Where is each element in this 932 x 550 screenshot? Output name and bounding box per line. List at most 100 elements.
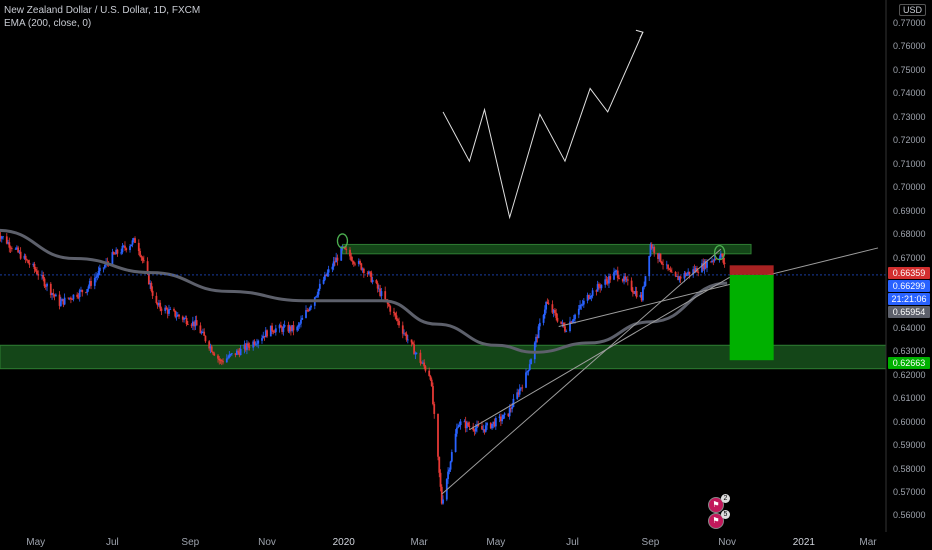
candle-body [9, 247, 12, 249]
price-axis-label: 0.61000 [893, 393, 926, 404]
candle-body [694, 268, 697, 272]
candle-body [448, 469, 451, 472]
candle-body [287, 325, 290, 332]
candle-body [125, 248, 128, 251]
candle-body [278, 325, 281, 329]
candle-body [537, 326, 540, 339]
candle-body [388, 304, 390, 307]
candle-body [46, 283, 48, 287]
candle-body [693, 269, 696, 272]
price-axis-label: 0.60000 [893, 416, 926, 427]
candle-body [33, 263, 36, 270]
short-position-target-zone[interactable] [729, 274, 774, 361]
candle-body [18, 251, 21, 253]
price-axis-label: 0.70000 [893, 182, 926, 193]
chart-legend[interactable]: New Zealand Dollar / U.S. Dollar, 1D, FX… [4, 4, 200, 30]
candle-body [81, 289, 84, 293]
price-axis-label: 0.72000 [893, 135, 926, 146]
candle-body [351, 260, 354, 262]
event-flag-icon[interactable]: ⚑ [708, 497, 724, 513]
candle-body [80, 289, 82, 291]
projection-path[interactable] [442, 32, 644, 220]
candle-body [429, 375, 432, 380]
candle-body [474, 428, 477, 432]
candle-body [243, 344, 246, 349]
resistance-zone[interactable] [341, 243, 752, 255]
candle-body [420, 362, 423, 364]
candle-body [341, 246, 344, 248]
candle-body [546, 301, 549, 304]
candle-body [252, 341, 255, 348]
candle-body [34, 269, 37, 271]
candle-body [248, 346, 251, 348]
trendline-channel[interactable] [558, 247, 879, 327]
candle-body [239, 348, 242, 356]
candle-body [366, 273, 369, 274]
candle-body [315, 296, 317, 298]
candle-body [7, 242, 9, 244]
candle-body [668, 268, 671, 270]
candle-body [625, 279, 628, 281]
candle-body [301, 317, 304, 320]
indicator-legend[interactable]: EMA (200, close, 0) [4, 18, 92, 29]
time-axis-label: Mar [859, 537, 877, 548]
candle-body [266, 330, 268, 337]
candle-body [464, 421, 467, 429]
candle-body [52, 293, 55, 295]
candle-body [318, 283, 321, 289]
candle-body [115, 249, 118, 255]
price-axis-label: 0.56000 [893, 510, 926, 521]
candle-body [247, 343, 250, 347]
candle-body [244, 344, 247, 350]
candle-body [335, 257, 338, 263]
candle-body [264, 330, 267, 338]
candle-body [359, 261, 361, 264]
trendline-lower[interactable] [469, 276, 730, 431]
candle-body [579, 305, 581, 309]
candle-body [371, 279, 374, 283]
candle-body [160, 308, 163, 311]
candle-body [609, 276, 612, 280]
candle-body [193, 321, 196, 327]
candle-body [569, 321, 571, 332]
candle-body [370, 272, 373, 283]
candle-body [624, 276, 627, 280]
price-axis-label: 0.63000 [893, 346, 926, 357]
price-axis-label: 0.77000 [893, 18, 926, 28]
candle-body [473, 430, 476, 432]
candle-body [674, 272, 677, 277]
candle-body [384, 291, 387, 300]
candle-body [49, 283, 52, 296]
candle-body [543, 309, 546, 316]
trendline-rising[interactable] [441, 248, 722, 495]
candle-body [130, 244, 133, 247]
candle-body [175, 316, 178, 318]
top-marker-circle[interactable] [713, 244, 726, 261]
currency-label[interactable]: USD [898, 4, 926, 16]
candle-body [538, 322, 541, 327]
candle-body [634, 291, 637, 294]
candle-body [139, 251, 141, 256]
candle-body [158, 302, 160, 306]
event-flag-icon[interactable]: ⚑ [708, 513, 724, 529]
candle-body [307, 310, 310, 312]
short-position-stop-zone[interactable] [729, 265, 774, 275]
symbol-title[interactable]: New Zealand Dollar / U.S. Dollar, 1D, FX… [4, 5, 201, 16]
candle-body [222, 361, 224, 363]
top-marker-circle[interactable] [336, 233, 349, 249]
candle-body [614, 271, 617, 273]
candle-body [111, 252, 114, 265]
candle-body [395, 315, 398, 320]
candle-body [501, 419, 504, 422]
candle-body [667, 264, 669, 269]
candle-body [354, 263, 356, 265]
candle-body [8, 242, 11, 248]
candle-body [463, 421, 466, 423]
candle-body [325, 274, 328, 276]
candle-body [599, 286, 602, 289]
candle-body [428, 370, 431, 376]
candle-body [103, 265, 106, 268]
candle-body [414, 352, 417, 355]
candle-body [63, 297, 66, 305]
